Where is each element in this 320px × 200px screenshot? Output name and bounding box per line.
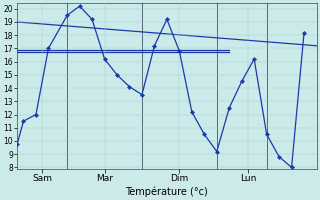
X-axis label: Température (°c): Température (°c)	[125, 186, 208, 197]
